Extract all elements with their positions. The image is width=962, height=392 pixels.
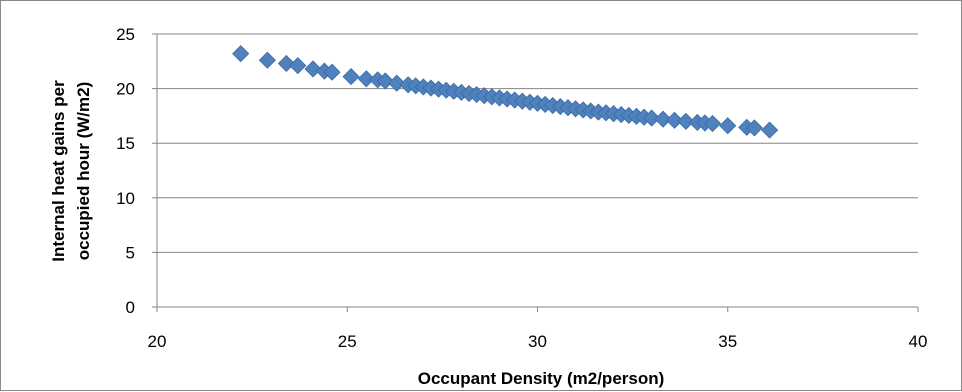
y-tick-label-5: 5 [126,243,135,262]
data-point [289,57,307,75]
tick-labels: 20 25 30 35 40 0 5 10 15 20 25 [116,25,927,351]
data-point [388,74,406,92]
data-point [719,117,737,135]
data-point [654,110,672,128]
data-point [761,121,779,139]
x-axis-title: Occupant Density (m2/person) [418,369,665,388]
data-point [277,54,295,73]
y-tick-label-15: 15 [116,134,135,153]
x-tick-label-25: 25 [338,332,357,351]
gridlines [157,33,918,253]
axes [152,33,919,312]
y-tick-label-10: 10 [116,189,135,208]
data-point [745,119,763,137]
data-point [232,45,250,63]
data-point [703,114,722,133]
x-tick-label-35: 35 [718,332,737,351]
y-tick-label-0: 0 [126,298,135,317]
data-points [232,45,779,139]
x-tick-label-40: 40 [909,332,928,351]
y-tick-label-20: 20 [116,80,135,99]
data-point [342,68,360,86]
data-point [665,111,684,129]
y-tick-label-25: 25 [116,25,135,44]
data-point [258,51,276,69]
data-point [304,60,322,78]
x-tick-label-30: 30 [528,332,547,351]
data-point [677,112,695,130]
data-point [376,72,394,90]
data-point [323,63,341,81]
x-tick-label-20: 20 [148,332,167,351]
y-axis-title-line-1: Internal heat gains per [49,80,68,262]
data-point [643,109,661,127]
data-point [357,70,375,88]
y-axis-title-line-2: occupied hour (W/m2) [74,82,93,261]
